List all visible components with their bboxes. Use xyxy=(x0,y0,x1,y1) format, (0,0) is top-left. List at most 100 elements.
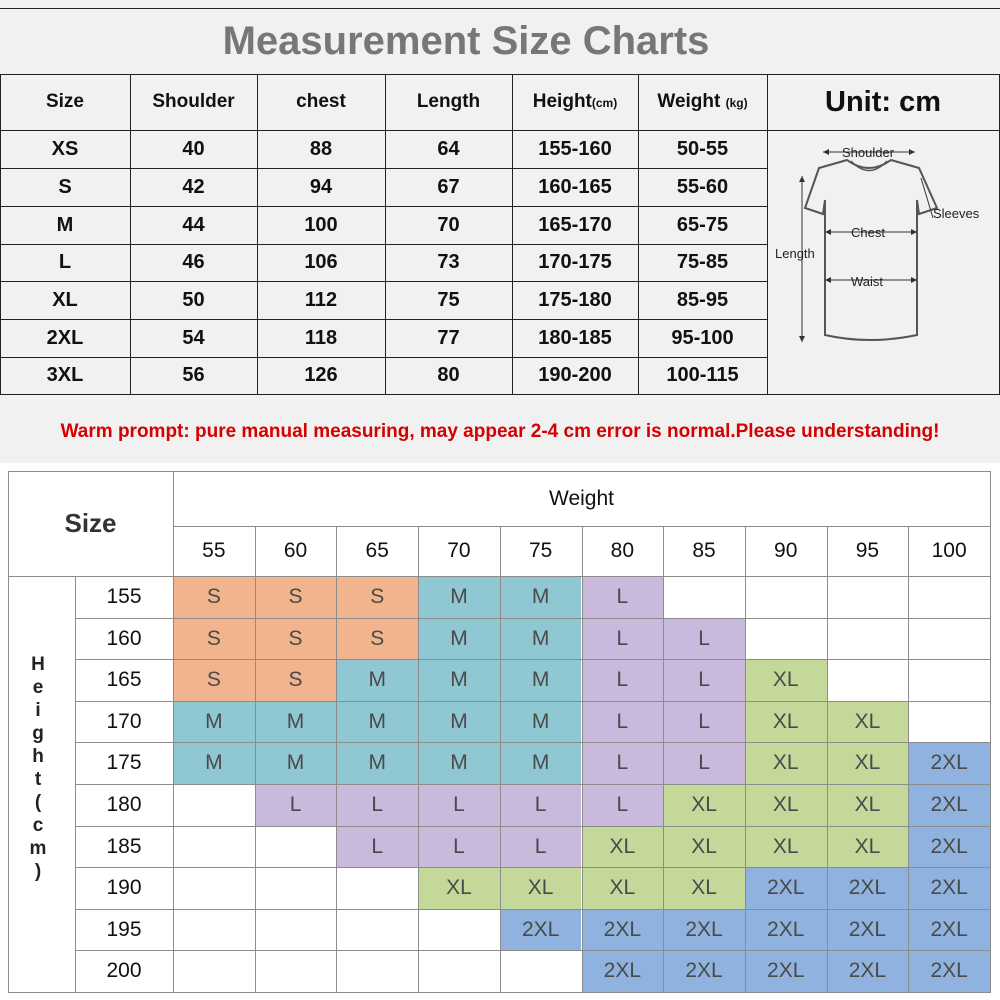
table-cell: 56 xyxy=(182,364,205,386)
size-cell xyxy=(827,659,909,701)
size-cell: L xyxy=(663,617,745,660)
weight-value: 75 xyxy=(528,539,553,562)
table-cell: 126 xyxy=(304,364,338,386)
size-cell: 2XL xyxy=(744,950,827,992)
table-cell: 100-115 xyxy=(666,364,739,386)
table-cell: 55-60 xyxy=(676,176,729,198)
size-cell xyxy=(173,909,255,951)
table-cell: 170-175 xyxy=(538,251,612,273)
size-cell: M xyxy=(418,617,500,660)
size-cell: 2XL xyxy=(581,908,664,951)
header-height: Height(cm) xyxy=(512,74,638,130)
table-divider xyxy=(0,74,1,394)
table-cell: 100 xyxy=(304,214,338,236)
size-cell: 2XL xyxy=(908,825,990,868)
grid-line xyxy=(75,867,991,869)
size-cell: L xyxy=(418,784,500,826)
table-divider xyxy=(0,168,767,169)
height-label-char: c xyxy=(32,815,44,836)
size-cell: L xyxy=(254,784,337,826)
size-cell xyxy=(500,950,582,992)
size-cell: XL xyxy=(744,659,827,701)
size-cell: L xyxy=(663,700,745,743)
table-cell: 50-55 xyxy=(676,138,729,160)
grid-line xyxy=(8,471,991,472)
size-cell: 2XL xyxy=(908,784,990,826)
weight-value: 80 xyxy=(610,539,635,562)
size-cell: XL xyxy=(418,867,500,909)
table-divider xyxy=(257,74,258,394)
size-cell: L xyxy=(663,659,745,701)
size-cell: L xyxy=(418,825,500,868)
weight-value: 90 xyxy=(774,539,798,562)
table-cell: 80 xyxy=(437,364,460,386)
unit-label: Unit: cm xyxy=(825,86,941,118)
size-cell: M xyxy=(254,700,337,743)
grid-line xyxy=(418,526,420,992)
table-cell: 190-200 xyxy=(538,364,612,386)
height-value: 170 xyxy=(106,709,142,733)
size-cell: 2XL xyxy=(581,950,664,992)
header-shoulder: Shoulder xyxy=(130,74,257,130)
size-cell: XL xyxy=(744,784,827,826)
table-cell: 75-85 xyxy=(676,251,729,273)
size-cell xyxy=(173,867,255,909)
height-label-char: e xyxy=(32,677,44,698)
table-divider xyxy=(0,357,767,358)
table-divider xyxy=(0,394,1000,395)
size-cell: M xyxy=(418,576,500,618)
header-unit: (kg) xyxy=(725,96,748,110)
grid-line xyxy=(254,526,256,992)
height-value: 165 xyxy=(106,668,142,692)
table-cell: XS xyxy=(51,138,79,160)
table-divider xyxy=(767,74,768,394)
size-cell xyxy=(908,618,990,660)
size-cell: 2XL xyxy=(826,908,909,951)
size-cell: 2XL xyxy=(826,950,909,992)
table-cell: 77 xyxy=(437,327,460,349)
table-cell: 112 xyxy=(304,289,338,311)
table-cell: 94 xyxy=(309,176,333,198)
height-value: 190 xyxy=(106,876,142,900)
size-cell xyxy=(745,576,827,618)
size-cell: M xyxy=(499,617,582,660)
table-cell: 44 xyxy=(182,214,205,236)
table-divider xyxy=(0,206,767,207)
size-cell: 2XL xyxy=(663,950,745,992)
size-cell xyxy=(173,950,255,992)
height-label-char: h xyxy=(32,746,44,767)
size-cell: L xyxy=(581,576,664,618)
grid-line xyxy=(8,576,991,577)
measurement-size-chart: Measurement Size Charts Size Shoulder ches… xyxy=(0,0,1000,463)
grid-line xyxy=(990,471,991,992)
height-value: 185 xyxy=(106,834,142,858)
size-cell xyxy=(908,659,990,701)
weight-value: 65 xyxy=(365,539,389,562)
table-cell: L xyxy=(58,251,72,273)
size-cell: S xyxy=(336,617,419,660)
size-cell: XL xyxy=(826,742,909,784)
tshirt-outline xyxy=(803,158,939,341)
weight-value: 55 xyxy=(202,539,226,562)
weight-value: 70 xyxy=(447,539,471,562)
size-cell xyxy=(336,950,418,992)
size-cell: 2XL xyxy=(663,908,745,951)
table-cell: 73 xyxy=(437,251,460,273)
height-label-char: ) xyxy=(34,861,42,882)
grid-line xyxy=(173,526,991,527)
sleeves-label: Sleeves xyxy=(933,206,980,221)
size-cell: S xyxy=(173,617,255,660)
size-cell xyxy=(745,618,827,660)
size-cell: S xyxy=(173,576,255,618)
size-cell: L xyxy=(581,784,664,826)
size-cell: M xyxy=(173,742,255,784)
size-cell xyxy=(255,867,337,909)
grid-line xyxy=(75,825,991,827)
size-cell: M xyxy=(336,742,419,784)
table-cell: 65-75 xyxy=(676,214,729,236)
weight-value: 100 xyxy=(931,539,967,562)
size-cell: XL xyxy=(499,867,582,909)
size-cell: XL xyxy=(744,700,827,743)
size-cell xyxy=(255,950,337,992)
weight-axis-label: Weight xyxy=(549,487,614,510)
